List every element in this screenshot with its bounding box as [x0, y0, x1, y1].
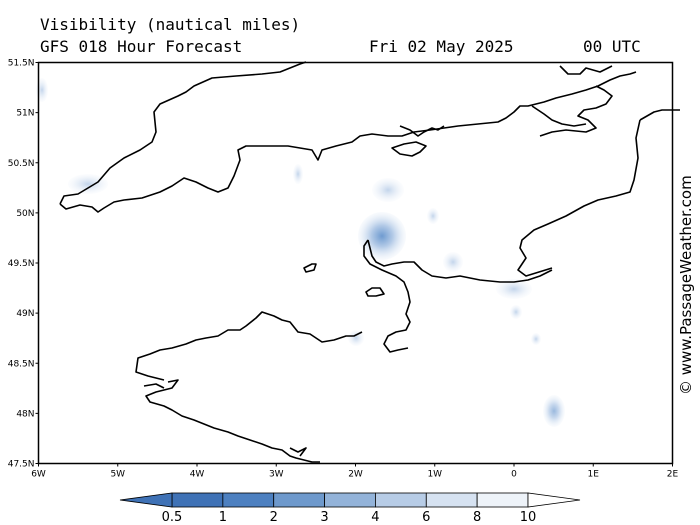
- colorbar-label: 3: [320, 510, 328, 525]
- colorbar-cell: [476, 492, 529, 508]
- colorbar: 0.5 1 2 3 4 6 8 10: [119, 492, 581, 525]
- lon-tick-label: 4W: [190, 470, 205, 480]
- lat-tick-label: 51N: [16, 109, 34, 119]
- colorbar-cell: [425, 492, 478, 508]
- colorbar-label: 2: [270, 510, 278, 525]
- lon-tick-label: 2E: [667, 470, 679, 480]
- lat-tick-label: 49N: [16, 309, 34, 319]
- visibility-shading: [36, 78, 565, 427]
- colorbar-label: 10: [520, 510, 537, 525]
- colorbar-label: 6: [422, 510, 430, 525]
- colorbar-cell: [222, 492, 275, 508]
- lon-tick-label: 1W: [427, 470, 442, 480]
- lon-tick-label: 0: [511, 470, 517, 480]
- chart-title: Visibility (nautical miles): [40, 15, 301, 34]
- colorbar-cell: [273, 492, 325, 508]
- coastline: [59, 61, 680, 463]
- lat-tick-label: 47.5N: [8, 460, 35, 470]
- colorbar-high-arrow: [527, 492, 581, 508]
- colorbar-label: 0.5: [162, 510, 183, 525]
- forecast-subtitle: GFS 018 Hour Forecast: [40, 37, 243, 56]
- colorbar-cell: [375, 492, 427, 508]
- lat-tick-label: 50.5N: [8, 159, 35, 169]
- lat-tick-label: 48.5N: [8, 359, 35, 369]
- axis-ticks: 6W 5W 4W 3W 2W 1W 0 1E 2E 51.5N 51N 50.5N 50N 49.5N 49…: [8, 59, 679, 480]
- lat-tick-label: 50N: [16, 209, 34, 219]
- lat-tick-label: 48N: [16, 409, 34, 419]
- forecast-date: Fri 02 May 2025: [369, 37, 514, 56]
- colorbar-low-arrow: [119, 492, 173, 508]
- lon-tick-label: 1E: [588, 470, 600, 480]
- colorbar-cell: [324, 492, 376, 508]
- forecast-time: 00 UTC: [583, 37, 641, 56]
- colorbar-label: 4: [371, 510, 379, 525]
- colorbar-label: 1: [219, 510, 227, 525]
- lon-tick-label: 3W: [269, 470, 284, 480]
- lat-tick-label: 51.5N: [8, 59, 35, 69]
- colorbar-label: 8: [473, 510, 481, 525]
- lon-tick-label: 6W: [31, 470, 46, 480]
- colorbar-cell: [171, 492, 224, 508]
- lat-tick-label: 49.5N: [8, 259, 35, 269]
- lon-tick-label: 2W: [348, 470, 363, 480]
- lon-tick-label: 5W: [110, 470, 125, 480]
- map-frame: [37, 61, 674, 465]
